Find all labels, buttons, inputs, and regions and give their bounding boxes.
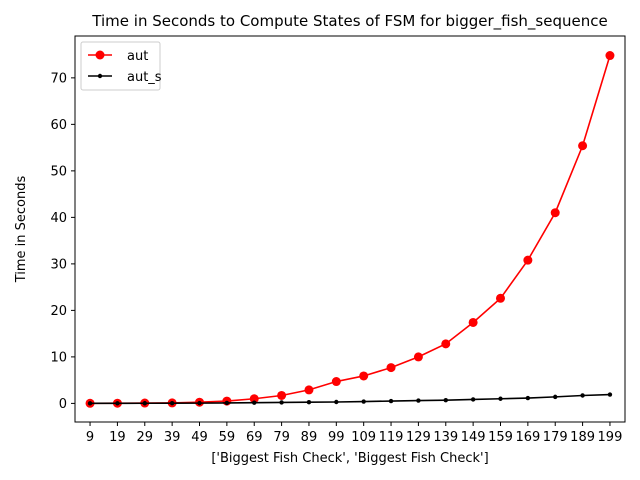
x-tick-label: 49 (191, 430, 208, 445)
data-point-aut-s (553, 394, 558, 400)
x-tick-label: 109 (351, 430, 376, 445)
data-point-aut (386, 363, 396, 373)
data-point-aut (304, 385, 314, 395)
y-axis-label: Time in Seconds (14, 176, 29, 284)
data-point-aut (441, 339, 451, 349)
data-point-aut (523, 255, 533, 265)
plot-frame (74, 35, 626, 423)
data-point-aut-s (87, 401, 93, 406)
data-point-aut-s (334, 399, 339, 405)
x-tick-label: 59 (219, 430, 236, 445)
data-point-aut-s (252, 400, 257, 405)
data-point-aut-s (169, 401, 175, 406)
x-axis-label: ['Biggest Fish Check', 'Biggest Fish Che… (211, 451, 488, 466)
x-tick-label: 119 (379, 430, 404, 445)
data-point-aut-s (580, 393, 585, 398)
data-point-aut (495, 293, 505, 303)
legend-marker-aut (95, 50, 105, 60)
data-point-aut-s (142, 401, 147, 406)
data-point-aut-s (416, 398, 421, 403)
y-axis-ticks: 0 10 20 30 40 50 60 70 (50, 71, 75, 412)
y-tick-label: 0 (59, 397, 67, 412)
data-point-aut (605, 51, 615, 61)
x-tick-label: 169 (515, 430, 540, 445)
x-tick-label: 139 (433, 430, 458, 445)
data-point-aut-s (388, 398, 394, 404)
data-point-aut-s (498, 396, 503, 401)
data-point-aut-s (525, 395, 531, 401)
y-tick-label: 20 (50, 304, 67, 319)
x-tick-label: 69 (246, 430, 263, 445)
x-tick-label: 149 (461, 430, 486, 445)
data-point-aut-s (470, 397, 476, 402)
x-tick-label: 9 (86, 430, 94, 445)
data-point-aut (578, 141, 588, 151)
data-point-aut-s (607, 392, 613, 397)
legend-marker-aut-s (97, 73, 103, 79)
data-point-aut (413, 352, 423, 362)
y-tick-label: 70 (50, 71, 67, 86)
data-point-aut-s (224, 400, 230, 406)
data-point-aut (550, 208, 560, 218)
x-axis-ticks: 9 19 29 39 49 59 69 79 89 99 109 119 129 139 149 159 169… (86, 422, 622, 445)
legend-label-aut: aut (127, 49, 148, 64)
x-tick-label: 19 (109, 430, 126, 445)
data-point-aut (331, 377, 341, 387)
chart-title: Time in Seconds to Compute States of FSM… (91, 12, 607, 31)
series-layer (85, 51, 615, 408)
y-tick-label: 30 (50, 257, 67, 272)
series-line-aut-s (90, 393, 610, 405)
y-tick-label: 40 (50, 211, 67, 226)
data-point-aut-s (115, 401, 120, 406)
x-tick-label: 79 (273, 430, 290, 445)
legend-label-aut-s: aut_s (127, 70, 162, 85)
data-point-aut (359, 371, 369, 381)
plot-area (75, 36, 625, 422)
data-point-aut-s (306, 400, 312, 405)
data-point-aut-s (361, 399, 366, 404)
legend: aut aut_s (80, 41, 162, 91)
data-point-aut (277, 390, 287, 400)
data-point-aut-s (197, 400, 202, 406)
data-point-aut-s (443, 397, 448, 403)
y-tick-label: 50 (50, 164, 67, 179)
x-tick-label: 179 (543, 430, 568, 445)
x-tick-label: 159 (488, 430, 513, 445)
data-point-aut (468, 317, 478, 327)
x-tick-label: 129 (406, 430, 431, 445)
x-tick-label: 199 (598, 430, 623, 445)
x-tick-label: 39 (164, 430, 181, 445)
x-tick-label: 29 (137, 430, 154, 445)
data-point-aut-s (279, 400, 284, 405)
y-tick-label: 60 (50, 118, 67, 133)
x-tick-label: 89 (301, 430, 318, 445)
x-tick-label: 99 (328, 430, 345, 445)
y-tick-label: 10 (50, 350, 67, 365)
x-tick-label: 189 (570, 430, 595, 445)
data-point-aut (249, 394, 259, 404)
